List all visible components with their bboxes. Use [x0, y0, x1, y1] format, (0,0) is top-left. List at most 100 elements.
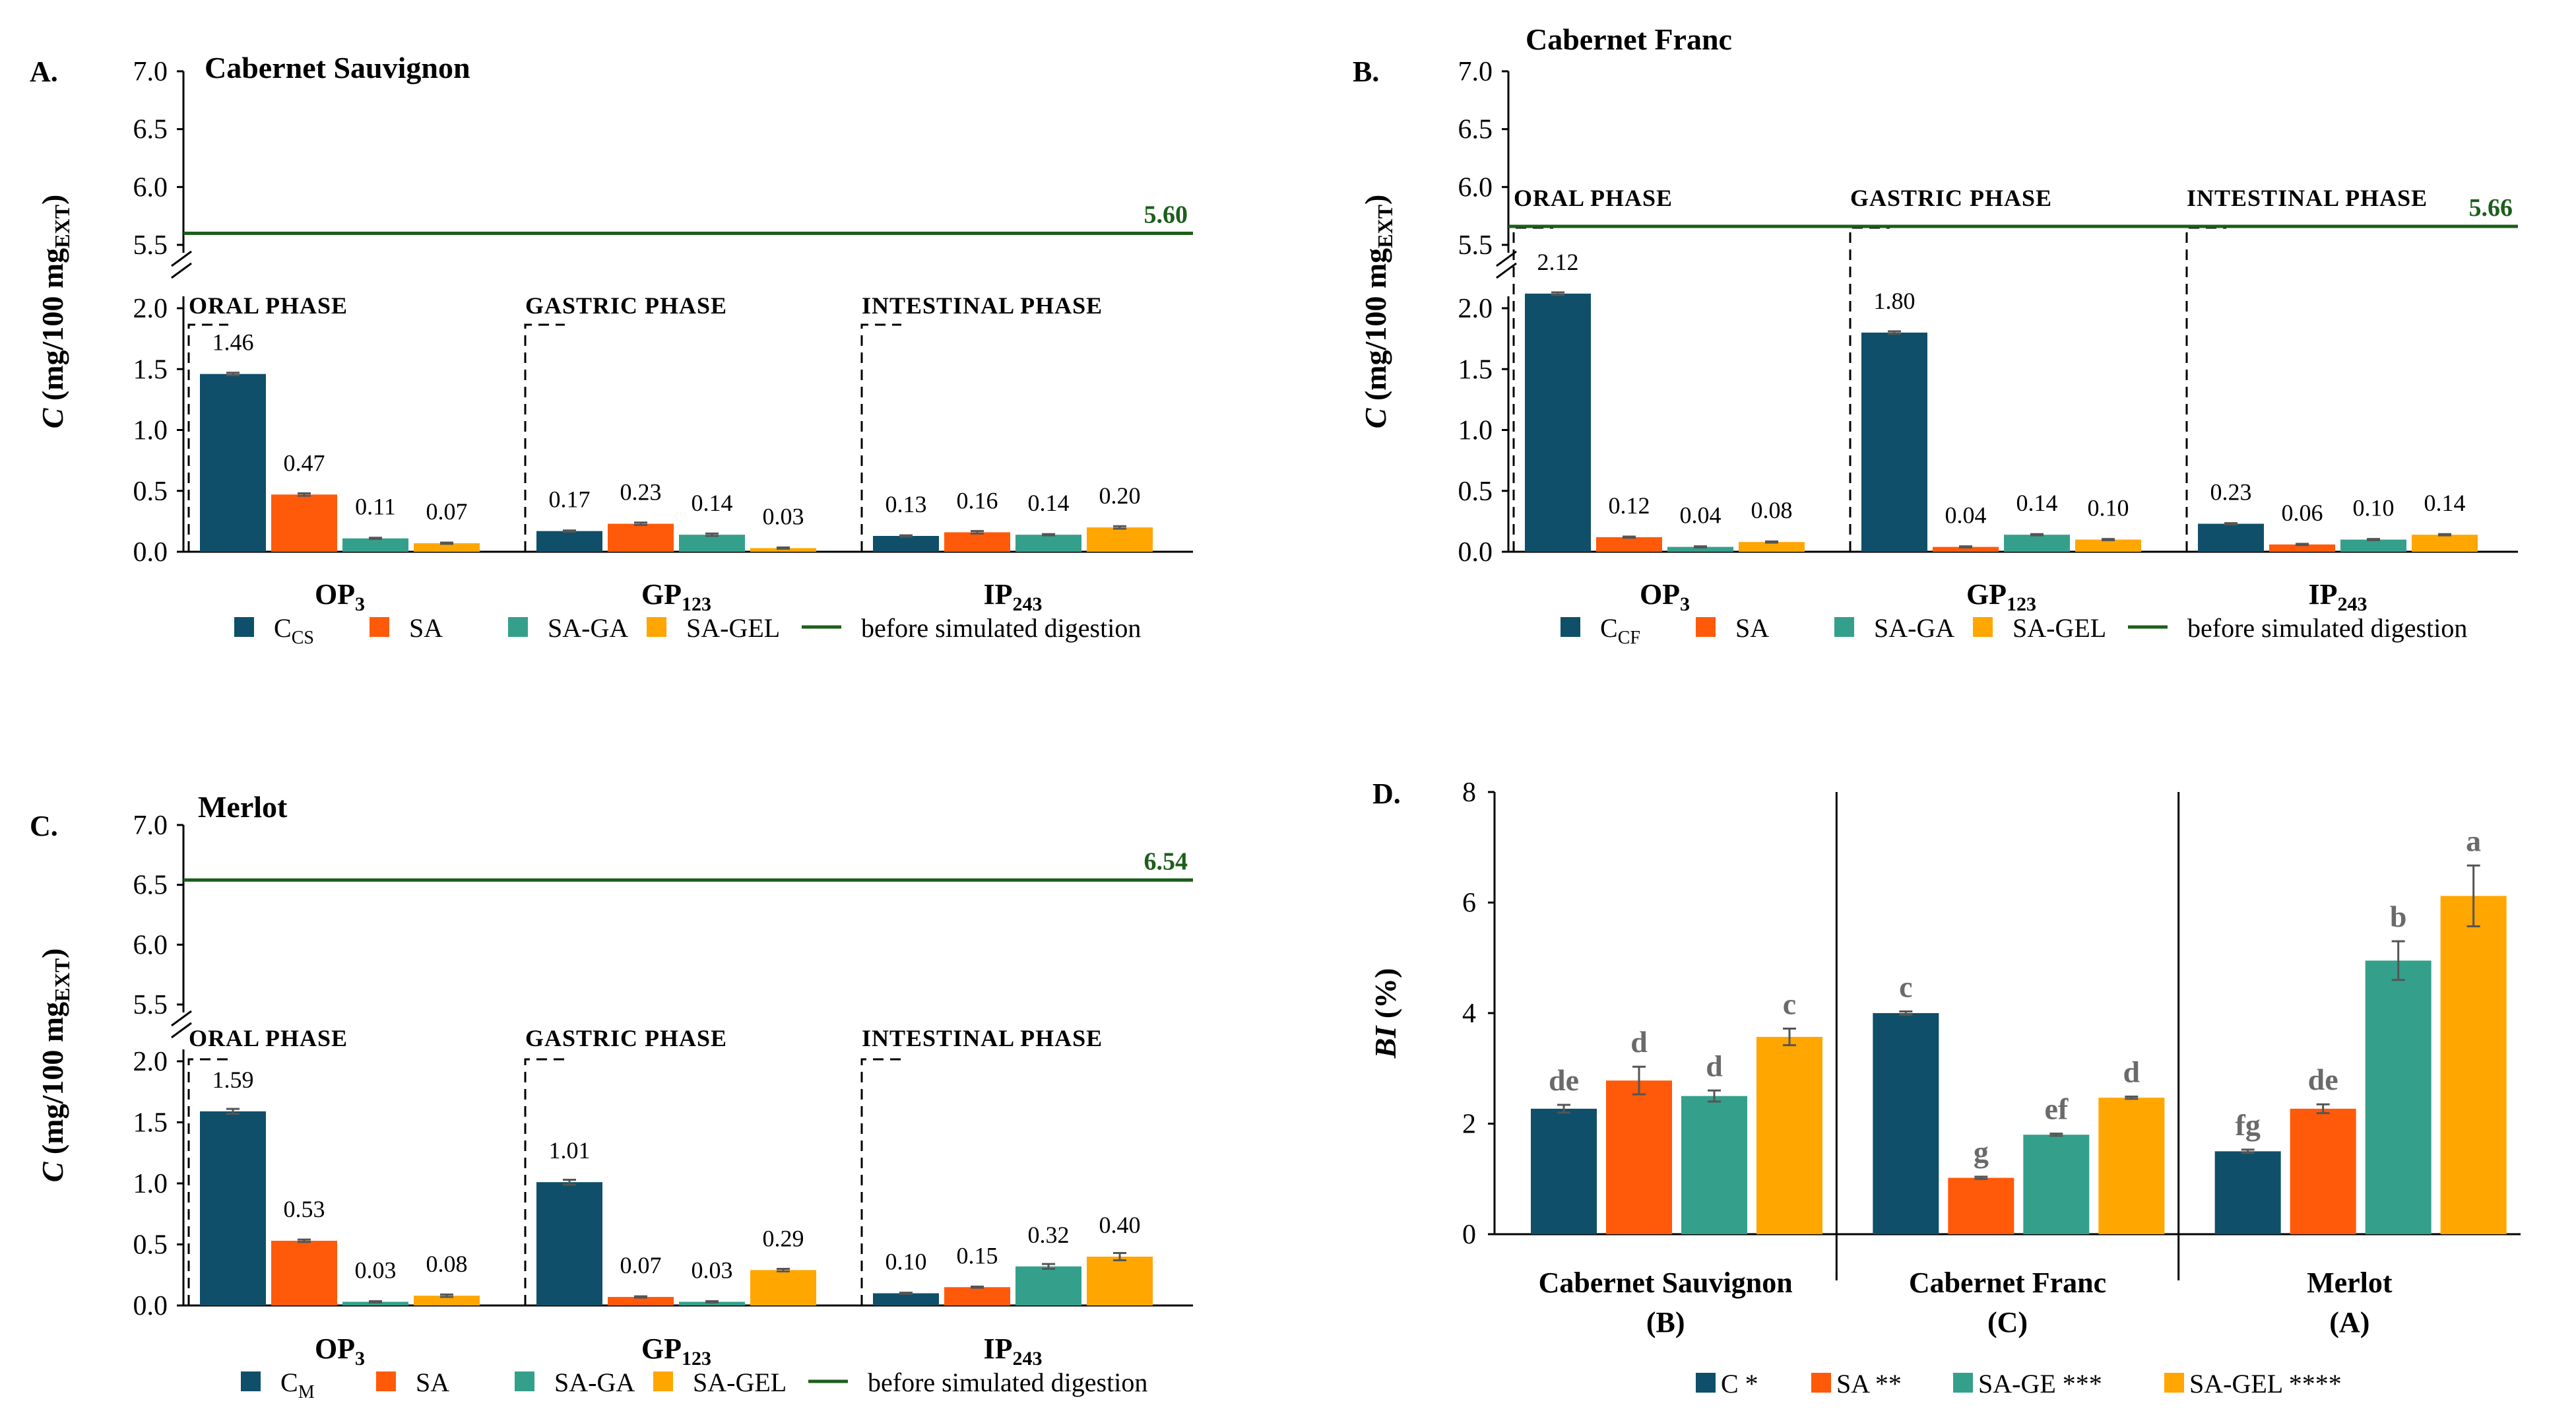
- legend-swatch: [647, 617, 666, 637]
- legend-label: before simulated digestion: [868, 1368, 1147, 1397]
- bar: [2198, 523, 2264, 552]
- y-tick-label: 0.5: [1458, 477, 1493, 507]
- bar: [608, 1297, 674, 1305]
- legend-label: CCS: [274, 613, 314, 648]
- data-label: 0.53: [284, 1196, 325, 1222]
- x-category-label: GP123: [641, 578, 711, 615]
- y-tick-label: 5.5: [1458, 230, 1493, 261]
- bar: [2075, 539, 2141, 552]
- y-tick-label: 2: [1462, 1109, 1476, 1140]
- axis-break-mark: [171, 1022, 192, 1039]
- significance-letter: b: [2390, 900, 2407, 933]
- data-label: 0.23: [2210, 479, 2252, 506]
- x-category-label: IP243: [2309, 578, 2367, 615]
- bar: [414, 543, 480, 552]
- y-tick-label: 2.0: [133, 1047, 168, 1077]
- phase-bracket: [524, 323, 565, 552]
- y-tick-label: 5.5: [133, 990, 168, 1020]
- y-tick-label: 6.5: [133, 871, 168, 901]
- panel-a-cabernet-sauvignon-chart: A. Cabernet Sauvignon C (mg/100 mgEXT) 0.0 0…: [30, 51, 1193, 648]
- y-tick-label: 6: [1462, 888, 1476, 919]
- bar: [873, 536, 939, 552]
- phase-label: INTESTINAL PHASE: [2187, 185, 2428, 211]
- bar: [1015, 535, 1081, 552]
- y-tick-label: 1.0: [133, 1169, 168, 1199]
- phase-label: GASTRIC PHASE: [525, 292, 727, 319]
- significance-letter: d: [2123, 1055, 2141, 1088]
- bar: [2440, 896, 2507, 1234]
- bar: [536, 1182, 602, 1305]
- y-tick-label: 0: [1462, 1220, 1476, 1250]
- data-label: 0.13: [886, 491, 927, 517]
- legend-label: SA-GE ***: [1978, 1369, 2102, 1399]
- bar: [750, 1270, 816, 1305]
- panel-d-bioaccessibility-index-chart: D. BI (%) 0 2 4 6 8 Cabernet Sauvignon (B) de d d c C…: [1368, 777, 2521, 1399]
- legend-swatch: [1953, 1373, 1973, 1393]
- data-label: 0.10: [886, 1249, 927, 1275]
- panel-title: Cabernet Sauvignon: [205, 51, 470, 84]
- x-category-label: OP3: [1640, 578, 1690, 615]
- bar: [1525, 293, 1591, 552]
- x-category-label: OP3: [315, 578, 365, 615]
- reference-value-label: 6.54: [1144, 847, 1188, 875]
- axis-break-mark: [171, 1010, 192, 1027]
- phase-label: ORAL PHASE: [189, 1025, 348, 1051]
- bar: [873, 1293, 939, 1305]
- data-label: 0.12: [1609, 492, 1650, 519]
- legend-label: SA: [1735, 613, 1769, 643]
- panel-label: B.: [1353, 55, 1379, 88]
- data-label: 0.10: [2353, 495, 2395, 521]
- y-axis-label: C (mg/100 mgEXT): [1359, 195, 1397, 429]
- bar: [1596, 537, 1662, 552]
- bar: [414, 1296, 480, 1305]
- phase-label: INTESTINAL PHASE: [862, 1025, 1103, 1051]
- bar: [1873, 1013, 1939, 1234]
- bar: [1756, 1037, 1822, 1234]
- panel-label: A.: [30, 55, 58, 88]
- x-category-label: Cabernet Sauvignon: [1539, 1267, 1793, 1299]
- y-tick-label: 5.5: [133, 230, 168, 261]
- bar: [2023, 1135, 2090, 1234]
- phase-label: GASTRIC PHASE: [1850, 185, 2052, 211]
- y-tick-label: 1.5: [133, 1108, 168, 1138]
- legend-label: CM: [280, 1368, 315, 1402]
- y-tick-label: 7.0: [1458, 57, 1493, 87]
- legend-label: SA-GA: [1874, 613, 1954, 643]
- significance-letter: d: [1706, 1049, 1723, 1082]
- bar: [1948, 1177, 2014, 1234]
- x-category-sublabel: (B): [1646, 1306, 1685, 1338]
- legend-swatch: [370, 617, 389, 637]
- y-tick-label: 1.0: [133, 416, 168, 446]
- axis-break-mark: [171, 262, 192, 279]
- panel-label: C.: [30, 810, 58, 842]
- bar: [536, 531, 602, 552]
- data-label: 1.80: [1874, 288, 1916, 314]
- bar: [1087, 1257, 1153, 1305]
- data-label: 0.04: [1945, 502, 1987, 529]
- data-label: 0.10: [2088, 495, 2129, 521]
- bar: [1861, 332, 1927, 552]
- legend-swatch: [508, 617, 528, 637]
- legend-swatch: [1834, 617, 1854, 637]
- reference-value-label: 5.60: [1144, 201, 1188, 228]
- bar: [2365, 960, 2431, 1234]
- data-label: 0.40: [1099, 1212, 1141, 1238]
- bar: [608, 523, 674, 552]
- legend-label: before simulated digestion: [861, 613, 1141, 643]
- legend-swatch: [376, 1371, 396, 1391]
- x-category-label: Merlot: [2307, 1267, 2393, 1299]
- bar: [2340, 539, 2406, 552]
- legend-swatch: [653, 1371, 673, 1391]
- data-label: 0.03: [692, 1257, 733, 1283]
- bar: [200, 374, 266, 552]
- axis-break-mark: [171, 250, 192, 267]
- data-label: 0.08: [426, 1251, 468, 1277]
- legend-swatch: [1561, 617, 1580, 637]
- bar: [342, 1302, 408, 1305]
- data-label: 0.16: [957, 487, 998, 513]
- bar: [679, 1302, 745, 1305]
- legend-label: SA-GEL: [686, 613, 780, 643]
- y-tick-label: 6.5: [133, 115, 168, 145]
- data-label: 0.04: [1680, 502, 1722, 529]
